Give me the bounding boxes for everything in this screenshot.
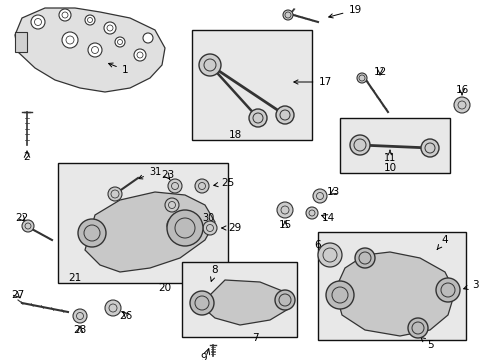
- Text: 12: 12: [373, 67, 386, 77]
- Text: 29: 29: [222, 223, 241, 233]
- Bar: [182, 262, 296, 337]
- Text: 15: 15: [278, 220, 291, 230]
- Text: 1: 1: [108, 63, 128, 75]
- Circle shape: [105, 300, 121, 316]
- Text: 7: 7: [251, 333, 258, 343]
- Circle shape: [407, 318, 427, 338]
- Circle shape: [104, 22, 116, 34]
- Circle shape: [203, 221, 217, 235]
- Circle shape: [62, 32, 78, 48]
- Text: 28: 28: [73, 325, 86, 335]
- Text: 21: 21: [68, 273, 81, 283]
- Text: 27: 27: [11, 290, 24, 300]
- Text: 31: 31: [138, 167, 161, 179]
- Circle shape: [283, 10, 292, 20]
- Bar: [15, 32, 27, 52]
- Circle shape: [349, 135, 369, 155]
- Text: 23: 23: [161, 170, 174, 180]
- Polygon shape: [200, 280, 289, 325]
- Text: 24: 24: [158, 213, 171, 223]
- Text: 30: 30: [196, 213, 214, 224]
- Text: 20: 20: [158, 283, 171, 293]
- Circle shape: [164, 198, 179, 212]
- Polygon shape: [85, 192, 215, 272]
- Circle shape: [199, 54, 221, 76]
- Circle shape: [88, 43, 102, 57]
- Circle shape: [85, 15, 95, 25]
- Circle shape: [195, 179, 208, 193]
- Text: 10: 10: [383, 163, 396, 173]
- Circle shape: [31, 15, 45, 29]
- Circle shape: [317, 243, 341, 267]
- Text: 6: 6: [314, 240, 326, 252]
- Text: 19: 19: [328, 5, 361, 18]
- Text: 4: 4: [436, 235, 447, 249]
- Circle shape: [420, 139, 438, 157]
- Text: 22: 22: [15, 213, 29, 223]
- Text: 11: 11: [383, 150, 395, 163]
- Text: 17: 17: [293, 77, 331, 87]
- Bar: [58, 163, 227, 283]
- Text: 9: 9: [200, 353, 207, 360]
- Text: 2: 2: [23, 152, 30, 162]
- Text: 26: 26: [155, 220, 168, 230]
- Text: 26: 26: [119, 311, 132, 321]
- Bar: [317, 232, 465, 340]
- Circle shape: [167, 217, 183, 233]
- Circle shape: [167, 210, 203, 246]
- Circle shape: [354, 248, 374, 268]
- Text: 8: 8: [210, 265, 218, 282]
- Circle shape: [435, 278, 459, 302]
- Polygon shape: [15, 8, 164, 92]
- Circle shape: [73, 309, 87, 323]
- Circle shape: [356, 73, 366, 83]
- Circle shape: [78, 219, 106, 247]
- Circle shape: [274, 290, 294, 310]
- Bar: [192, 30, 311, 140]
- Circle shape: [134, 49, 146, 61]
- Text: 18: 18: [228, 130, 241, 140]
- Circle shape: [275, 106, 293, 124]
- Bar: [339, 118, 449, 173]
- Polygon shape: [334, 252, 454, 336]
- Text: 25: 25: [213, 178, 234, 188]
- Circle shape: [453, 97, 469, 113]
- Circle shape: [142, 33, 153, 43]
- Circle shape: [248, 109, 266, 127]
- Circle shape: [276, 202, 292, 218]
- Circle shape: [22, 220, 34, 232]
- Text: 16: 16: [454, 85, 468, 95]
- Text: 5: 5: [420, 337, 432, 350]
- Circle shape: [59, 9, 71, 21]
- Circle shape: [108, 187, 122, 201]
- Circle shape: [115, 37, 125, 47]
- Text: 3: 3: [463, 280, 477, 290]
- Text: 14: 14: [321, 213, 334, 223]
- Circle shape: [190, 291, 214, 315]
- Circle shape: [305, 207, 317, 219]
- Circle shape: [325, 281, 353, 309]
- Text: 13: 13: [325, 187, 339, 197]
- Circle shape: [168, 179, 182, 193]
- Circle shape: [312, 189, 326, 203]
